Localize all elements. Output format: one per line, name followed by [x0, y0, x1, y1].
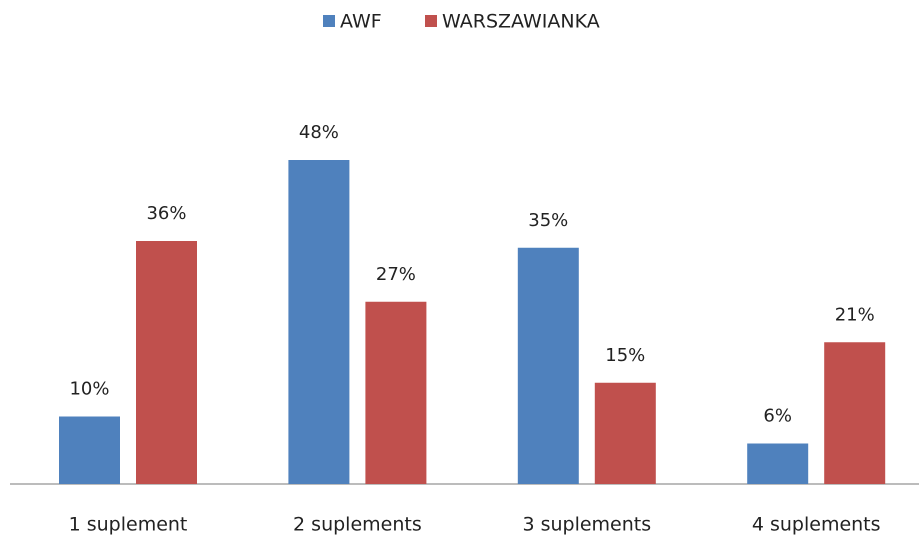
legend-swatch	[425, 15, 437, 27]
bar	[824, 342, 886, 484]
data-label: 21%	[835, 304, 875, 325]
data-label: 48%	[299, 122, 339, 143]
x-tick-label: 3 suplements	[522, 514, 651, 536]
x-tick-label: 4 suplements	[752, 514, 881, 536]
legend-swatch	[323, 15, 335, 27]
data-label: 35%	[528, 210, 568, 231]
bar	[517, 247, 579, 484]
data-label: 15%	[605, 345, 645, 366]
bar	[59, 416, 120, 484]
data-label: 36%	[146, 203, 186, 224]
data-label: 6%	[763, 406, 792, 427]
bar	[365, 301, 427, 484]
bar	[594, 382, 656, 484]
legend-label: AWF	[340, 11, 382, 33]
bar	[136, 241, 197, 484]
bar	[747, 443, 809, 484]
x-tick-label: 2 suplements	[293, 514, 422, 536]
bar	[288, 160, 350, 484]
data-label: 10%	[69, 379, 109, 400]
legend-label: WARSZAWIANKA	[442, 11, 600, 33]
data-label: 27%	[376, 264, 416, 285]
x-tick-label: 1 suplement	[69, 514, 188, 536]
